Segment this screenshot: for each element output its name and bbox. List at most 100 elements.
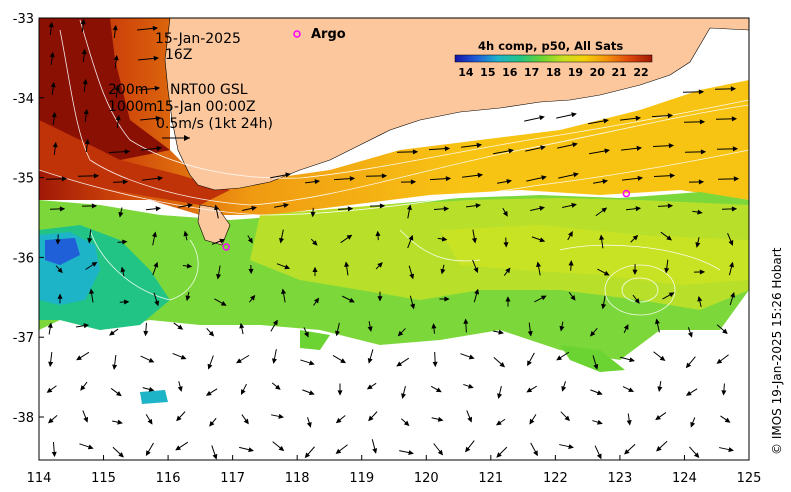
colorbar-tick-label: 19: [568, 66, 583, 79]
current-vector-head: [87, 238, 93, 244]
argo-float-marker: [622, 189, 631, 198]
current-vector-head: [505, 267, 511, 274]
current-vector-head: [728, 447, 734, 453]
x-tick-label: 114: [27, 471, 52, 486]
current-vector-head: [279, 237, 284, 244]
current-vector-head: [367, 358, 373, 364]
current-vector-head: [114, 84, 120, 91]
current-vector-head: [441, 236, 448, 242]
current-vector-head: [432, 361, 438, 368]
current-vector-head: [220, 300, 227, 306]
current-vector-head: [473, 267, 479, 274]
date-label: 15-Jan-2025: [155, 31, 241, 47]
x-axis: 114 115 116 117 118 119 120 121 122 123 124 125: [27, 455, 762, 486]
current-vector-head: [410, 303, 416, 310]
current-vector-head: [83, 323, 90, 329]
current-vector-head: [271, 358, 277, 364]
current-vector-head: [113, 54, 119, 61]
current-vector-head: [152, 25, 159, 31]
current-vector-head: [596, 453, 602, 460]
current-vector-head: [187, 203, 194, 208]
current-vector-head: [278, 445, 285, 452]
current-vector-head: [624, 449, 630, 455]
current-vector-head: [335, 330, 340, 337]
current-vector-head: [444, 296, 450, 302]
current-vector-head: [51, 451, 57, 458]
current-vector-head: [597, 419, 603, 425]
current-vector-head: [541, 175, 547, 181]
depth-deep-label: 1000m: [108, 99, 157, 115]
current-vector-head: [730, 86, 737, 92]
current-vector-head: [177, 324, 184, 330]
current-vector-head: [635, 115, 642, 121]
x-tick-label: 116: [156, 471, 181, 486]
depth-shallow-label: 200m: [108, 82, 148, 98]
x-tick-label: 124: [672, 471, 697, 486]
current-vector-head: [61, 176, 68, 182]
current-vector-head: [155, 115, 162, 121]
current-vector-head: [474, 288, 480, 295]
current-vector-head: [116, 391, 122, 397]
current-vector-head: [656, 446, 662, 452]
current-vector-head: [637, 175, 644, 181]
current-vector-head: [502, 210, 508, 217]
current-vector-head: [49, 51, 55, 58]
current-vector-head: [145, 450, 151, 457]
warm-current-band: [39, 18, 749, 215]
current-vector-head: [148, 357, 155, 363]
current-vector-head: [157, 175, 164, 181]
current-vector-head: [93, 173, 100, 179]
current-vector-head: [693, 452, 700, 459]
current-vector-head: [381, 173, 388, 179]
current-vector-head: [444, 146, 451, 152]
current-vector-head: [568, 260, 574, 266]
current-vector-head: [48, 21, 54, 28]
y-tick-label: -38: [13, 411, 34, 426]
current-vector-head: [112, 364, 118, 371]
current-vector-head: [527, 360, 532, 367]
current-vector-head: [732, 146, 739, 152]
current-vector-head: [278, 413, 284, 419]
current-vector-head: [700, 149, 707, 155]
current-vector-head: [109, 330, 115, 336]
current-vector-head: [539, 115, 545, 121]
current-vector-head: [397, 330, 404, 337]
y-tick-label: -34: [13, 92, 34, 107]
current-vector-head: [668, 292, 675, 298]
current-vector-head: [475, 203, 482, 209]
current-vector-head: [50, 81, 56, 88]
current-vector-head: [308, 390, 315, 396]
current-vector-head: [437, 416, 444, 422]
current-vector-head: [634, 298, 640, 304]
current-vector-head: [48, 361, 54, 368]
x-tick-label: 115: [91, 471, 116, 486]
current-vector-head: [367, 326, 373, 332]
current-vector-head: [123, 299, 130, 305]
current-vector-head: [654, 318, 660, 325]
current-vector-head: [84, 138, 90, 145]
current-vector-head: [155, 206, 162, 212]
plot-frame: [38, 17, 750, 461]
current-vector-head: [667, 113, 674, 119]
current-vector-head: [599, 234, 605, 241]
current-vector-head: [250, 294, 256, 301]
current-vector-head: [208, 330, 215, 337]
current-vector-head: [601, 207, 608, 213]
current-vector-head: [46, 387, 53, 393]
current-vectors: [45, 18, 740, 460]
colorbar-title: 4h comp, p50, All Sats: [478, 39, 623, 53]
current-vector-head: [568, 444, 574, 450]
current-vector-head: [219, 238, 226, 244]
current-vector-head: [175, 445, 181, 451]
current-vector-head: [122, 179, 129, 185]
current-vector-head: [118, 211, 124, 218]
current-vector-head: [539, 237, 546, 243]
current-vector-head: [497, 393, 503, 399]
x-tick-label: 125: [737, 471, 762, 486]
colorbar-tick-label: 15: [480, 66, 495, 79]
current-vector-head: [626, 420, 632, 426]
current-vector-head: [335, 448, 342, 454]
x-tick-label: 118: [285, 471, 310, 486]
current-vector-head: [409, 273, 415, 280]
current-vector-head: [437, 449, 444, 456]
